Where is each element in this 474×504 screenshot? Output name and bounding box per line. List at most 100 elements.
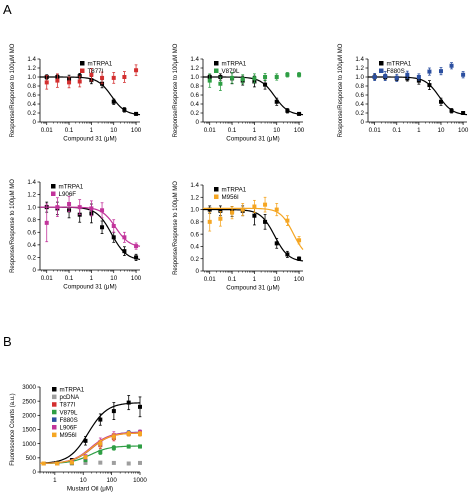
- data-point: [77, 79, 82, 84]
- y-tick-label: 0.4: [355, 101, 364, 108]
- data-point: [263, 202, 268, 207]
- x-tick-label: 1: [417, 127, 421, 134]
- y-axis-title: Response/Response to 100μM MO: [173, 43, 179, 137]
- x-tick-label: 1: [90, 275, 94, 282]
- data-point: [207, 78, 212, 83]
- data-point: [89, 72, 94, 77]
- data-point: [67, 202, 72, 206]
- x-tick-label: 0.01: [204, 127, 217, 134]
- data-point: [111, 75, 116, 80]
- data-point: [416, 78, 421, 83]
- x-axis-title: Mustard Oil (μM): [67, 485, 113, 492]
- legend-label-v879l: V879L: [222, 68, 240, 75]
- series-m956i: [39, 431, 142, 466]
- legend-marker-mtrpa1: [214, 61, 219, 66]
- data-point: [126, 431, 131, 436]
- legend-marker-v879l: [52, 409, 57, 415]
- data-point: [55, 78, 60, 83]
- legend-marker-mtrpa1: [379, 61, 384, 66]
- data-point: [98, 441, 103, 446]
- data-point: [285, 108, 290, 113]
- x-tick-label: 0.1: [65, 275, 74, 282]
- legend-label-l906f: L906F: [60, 425, 78, 432]
- chart-m956i: 0 0.2 0.4 0.6 0.8 1.0 1.2 1.4 0.01 0.1 1 10 100 Compo…: [173, 181, 305, 292]
- x-tick-label: 0.01: [204, 276, 217, 283]
- data-point: [111, 445, 116, 450]
- y-tick-label: 0.8: [355, 83, 364, 90]
- data-point: [44, 220, 49, 225]
- y-tick-label: 0.8: [190, 219, 199, 226]
- data-point: [285, 72, 290, 77]
- data-point: [427, 83, 432, 88]
- legend-label-mtrpa1: mTRPA1: [59, 184, 84, 191]
- x-tick-label: 0.01: [41, 275, 54, 282]
- y-tick-label: 0.4: [27, 101, 36, 108]
- legend-label-mtrpa1: mTRPA1: [222, 61, 247, 68]
- y-tick-label: 1.2: [27, 192, 36, 199]
- data-point: [111, 409, 116, 414]
- fit-curve: [39, 402, 141, 464]
- legend-marker-m956i: [52, 432, 57, 438]
- legend-marker-l906f: [52, 425, 57, 430]
- legend-marker-pcdna: [52, 394, 57, 400]
- data-point: [461, 72, 466, 77]
- data-point: [111, 434, 116, 439]
- data-point: [138, 460, 142, 465]
- data-point: [122, 75, 127, 79]
- legend-marker-f880s: [52, 417, 57, 422]
- y-tick-label: 0.2: [27, 110, 36, 117]
- data-point: [41, 461, 46, 466]
- y-tick-label: 0.8: [27, 217, 36, 224]
- y-tick-label: 0: [196, 268, 200, 275]
- data-point: [134, 255, 139, 260]
- series-t877i: [44, 64, 139, 90]
- x-tick-label: 100: [131, 275, 142, 282]
- data-point: [100, 75, 105, 80]
- series-mtrpa1: [203, 205, 304, 262]
- data-point: [98, 450, 103, 455]
- data-point: [263, 219, 268, 224]
- data-point: [240, 77, 245, 82]
- data-point: [89, 206, 94, 211]
- x-tick-label: 100: [106, 477, 117, 484]
- data-point: [138, 444, 142, 449]
- data-point: [372, 75, 377, 79]
- x-tick-label: 100: [458, 127, 469, 134]
- legend-label-pcdna: pcDNA: [60, 394, 80, 401]
- legend-marker-mtrpa1: [52, 387, 57, 392]
- data-point: [138, 404, 142, 409]
- data-point: [274, 241, 279, 246]
- chart-v879l: 0 0.2 0.4 0.6 0.8 1.0 1.2 1.4 0.01 0.1 1 10 100 Compo…: [173, 43, 305, 142]
- data-point: [274, 207, 279, 212]
- data-point: [122, 249, 127, 254]
- data-point: [69, 460, 74, 465]
- y-tick-label: 0: [33, 267, 37, 274]
- data-point: [263, 82, 268, 87]
- y-tick-label: 0.6: [190, 92, 199, 99]
- legend-label-l906f: L906F: [59, 191, 77, 198]
- data-point: [55, 205, 60, 210]
- x-axis-title: Compound 31 (μM): [226, 284, 279, 291]
- y-tick-label: 1.4: [355, 56, 364, 63]
- y-tick-label: 0.6: [27, 92, 36, 99]
- data-point: [83, 460, 88, 465]
- legend-label-v879l: V879L: [60, 409, 78, 416]
- data-point: [100, 208, 105, 213]
- data-point: [134, 111, 139, 116]
- x-axis-title: Compound 31 (μM): [63, 283, 116, 290]
- chart-mustard-oil: 0 500 1000 1500 2000 2500 3000 1 10 100 1000 Mustar…: [10, 384, 147, 492]
- data-point: [297, 111, 302, 116]
- y-tick-label: 1.0: [27, 74, 36, 81]
- legend-marker-m956i: [214, 194, 219, 199]
- data-point: [252, 213, 257, 218]
- data-point: [111, 235, 116, 240]
- data-point: [383, 74, 388, 79]
- y-tick-label: 0.6: [27, 229, 36, 236]
- y-tick-label: 0.6: [355, 92, 364, 99]
- y-tick-label: 1.0: [190, 74, 199, 81]
- y-tick-label: 1.0: [190, 207, 199, 214]
- data-point: [207, 207, 212, 212]
